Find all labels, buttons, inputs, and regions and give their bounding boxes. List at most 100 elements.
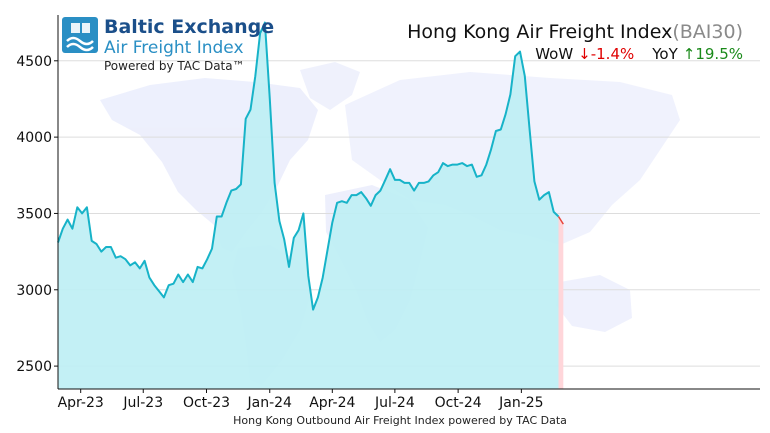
x-tick-label: Jan-25 (498, 395, 543, 411)
brand-product: Air Freight Index (104, 38, 244, 58)
baltic-exchange-logo: Baltic Exchange Air Freight Index Powere… (62, 16, 274, 73)
x-tick-label: Jul-24 (374, 395, 415, 411)
data-point (95, 243, 97, 245)
index-series (57, 21, 564, 311)
data-point (504, 113, 506, 115)
data-point (408, 182, 410, 184)
data-point (225, 202, 227, 204)
data-point (403, 182, 405, 184)
data-point (66, 218, 68, 220)
data-point (192, 281, 194, 283)
latest-week-area (558, 216, 564, 389)
data-point (562, 223, 564, 225)
data-point (543, 194, 545, 196)
data-point (370, 205, 372, 207)
data-point (71, 228, 73, 230)
data-point (466, 165, 468, 167)
data-point (322, 276, 324, 278)
area-fill (58, 22, 564, 389)
data-point (418, 182, 420, 184)
data-point (110, 246, 112, 248)
wow-label: WoW (535, 45, 573, 63)
data-point (235, 188, 237, 190)
map-australia (556, 275, 632, 332)
data-point (100, 250, 102, 252)
data-point (81, 212, 83, 214)
data-point (115, 257, 117, 259)
data-point (187, 273, 189, 275)
data-point (500, 128, 502, 130)
data-point (509, 93, 511, 95)
data-point (119, 255, 121, 257)
data-point (249, 108, 251, 110)
latest-week-line (557, 216, 564, 225)
data-point (148, 276, 150, 278)
data-point (557, 215, 559, 217)
yoy-label: YoY (651, 45, 678, 63)
data-point (341, 200, 343, 202)
data-point (461, 162, 463, 164)
data-point (220, 215, 222, 217)
data-point (413, 189, 415, 191)
data-point (105, 246, 107, 248)
y-axis: 2500 3000 3500 4000 4500 (16, 54, 52, 375)
data-point (91, 240, 93, 242)
data-point (350, 194, 352, 196)
data-point (485, 163, 487, 165)
map-north-america (100, 78, 318, 252)
data-point (355, 194, 357, 196)
data-point (216, 215, 218, 217)
data-point (490, 148, 492, 150)
data-point (331, 221, 333, 223)
data-point (317, 296, 319, 298)
data-point (293, 237, 295, 239)
logo-flag-icon (71, 23, 90, 33)
yoy-value: ↑19.5% (683, 45, 743, 63)
data-point (548, 191, 550, 193)
data-point (514, 55, 516, 57)
x-axis-label: Hong Kong Outbound Air Freight Index pow… (233, 414, 567, 427)
data-point (326, 249, 328, 251)
data-point (360, 191, 362, 193)
data-point (399, 179, 401, 181)
y-tick-label: 3500 (16, 206, 52, 222)
map-greenland (300, 62, 360, 110)
data-point (143, 260, 145, 262)
data-point (201, 267, 203, 269)
data-point (456, 163, 458, 165)
data-point (365, 197, 367, 199)
data-point (423, 182, 425, 184)
data-point (437, 171, 439, 173)
logo-waves-icon (66, 36, 94, 52)
data-point (389, 168, 391, 170)
y-tick-label: 3000 (16, 283, 52, 299)
data-point (182, 281, 184, 283)
chart-title: Hong Kong Air Freight Index(BAI30) (407, 21, 743, 43)
data-point (297, 229, 299, 231)
data-point (480, 174, 482, 176)
data-point (471, 163, 473, 165)
data-point (273, 182, 275, 184)
data-point (254, 75, 256, 77)
x-tick-label: Jul-23 (122, 395, 163, 411)
data-point (283, 238, 285, 240)
data-point (211, 247, 213, 249)
x-tick-label: Jan-24 (247, 395, 293, 411)
data-point (533, 180, 535, 182)
data-point (240, 183, 242, 185)
y-tick-label: 4500 (16, 54, 52, 70)
data-point (76, 206, 78, 208)
data-point (307, 275, 309, 277)
data-point (476, 176, 478, 178)
brand-name: Baltic Exchange (104, 16, 274, 38)
x-tick-label: Apr-23 (58, 395, 104, 411)
data-point (124, 258, 126, 260)
chart-title-code: (BAI30) (672, 21, 743, 43)
data-point (168, 284, 170, 286)
data-point (196, 266, 198, 268)
data-point (230, 189, 232, 191)
data-point (288, 266, 290, 268)
data-point (172, 283, 174, 285)
data-point (553, 211, 555, 213)
